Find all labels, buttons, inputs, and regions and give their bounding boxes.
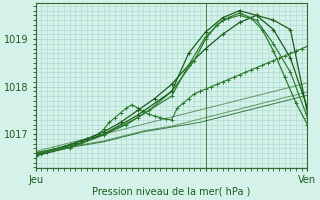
X-axis label: Pression niveau de la mer( hPa ): Pression niveau de la mer( hPa ) [92,187,251,197]
